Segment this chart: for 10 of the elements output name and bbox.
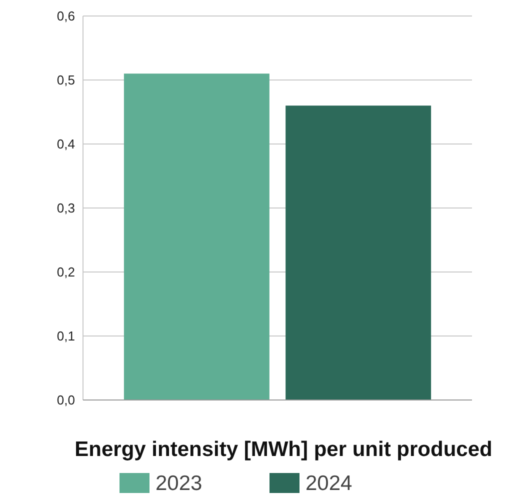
y-tick-label: 0,1 <box>56 328 75 344</box>
y-tick-label: 0,3 <box>56 200 75 216</box>
legend-label: 2024 <box>306 472 353 495</box>
legend-label: 2023 <box>156 472 202 495</box>
y-tick-label: 0,4 <box>56 136 75 152</box>
y-tick-label: 0,0 <box>56 392 75 408</box>
y-tick-label: 0,2 <box>56 264 75 280</box>
y-tick-label: 0,6 <box>56 8 75 24</box>
x-axis-title: Energy intensity [MWh] per unit produced <box>74 438 492 461</box>
y-tick-label: 0,5 <box>56 72 75 88</box>
